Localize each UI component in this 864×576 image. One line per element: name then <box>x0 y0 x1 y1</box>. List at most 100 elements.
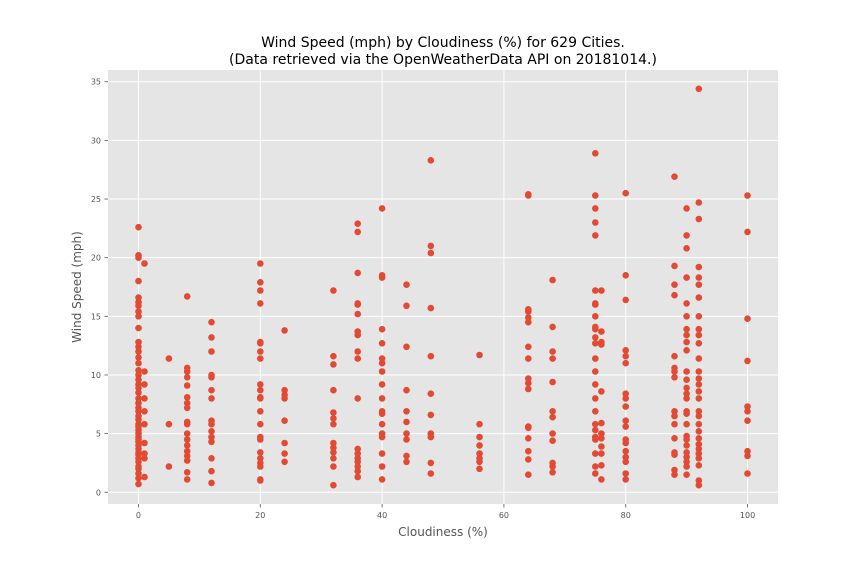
data-point <box>549 323 556 331</box>
data-point <box>695 340 703 347</box>
data-point <box>257 394 264 401</box>
data-point <box>695 325 703 333</box>
data-point <box>427 411 435 419</box>
data-point <box>683 471 690 479</box>
data-point <box>695 281 703 289</box>
data-point <box>165 463 173 470</box>
data-point <box>744 452 751 460</box>
y-tick-label: 15 <box>91 312 101 321</box>
data-point <box>622 417 629 425</box>
data-point <box>671 291 678 299</box>
data-point <box>592 232 599 239</box>
data-point <box>476 420 483 428</box>
data-point <box>183 404 191 412</box>
data-point <box>135 277 142 285</box>
data-point <box>525 385 532 393</box>
data-point <box>427 390 435 398</box>
data-point <box>525 318 532 326</box>
data-point <box>695 450 703 457</box>
data-point <box>598 338 605 346</box>
data-point <box>427 157 435 164</box>
data-point <box>135 252 142 259</box>
data-point <box>695 420 703 428</box>
data-point <box>208 438 215 446</box>
data-point <box>135 389 142 396</box>
data-point <box>622 403 629 410</box>
data-point <box>330 386 337 394</box>
data-point <box>330 415 337 422</box>
data-point <box>695 294 703 301</box>
data-point <box>683 449 690 456</box>
data-point <box>403 418 410 426</box>
data-point <box>141 408 148 415</box>
data-point <box>135 480 142 488</box>
data-point <box>141 455 148 462</box>
data-point <box>671 435 678 442</box>
data-point <box>549 276 556 284</box>
data-point <box>354 269 362 277</box>
x-tick-label: 80 <box>621 511 631 520</box>
data-point <box>378 420 386 428</box>
data-point <box>525 423 532 430</box>
data-point <box>695 412 703 420</box>
data-point <box>744 192 751 199</box>
data-point <box>525 314 532 321</box>
data-point <box>744 403 751 410</box>
data-point <box>598 388 605 395</box>
data-point <box>257 386 264 394</box>
data-point <box>592 470 599 477</box>
data-point <box>183 469 191 476</box>
data-point <box>683 325 690 333</box>
data-point <box>135 470 142 477</box>
data-point <box>183 418 191 426</box>
data-point <box>476 465 483 473</box>
data-point <box>378 408 386 415</box>
data-point <box>427 430 435 437</box>
data-point <box>622 390 629 398</box>
data-point <box>135 338 142 346</box>
data-point <box>683 463 690 470</box>
data-point <box>354 463 362 470</box>
data-point <box>208 479 215 487</box>
data-point <box>378 205 386 212</box>
data-point <box>671 466 678 474</box>
data-point <box>208 428 215 435</box>
data-point <box>695 331 703 339</box>
data-point <box>354 445 362 453</box>
y-tick-label: 20 <box>91 254 101 263</box>
data-point <box>622 347 629 354</box>
data-point <box>135 348 142 355</box>
data-point <box>354 220 362 227</box>
data-point <box>257 455 264 462</box>
y-tick-label: 25 <box>91 195 101 204</box>
data-point <box>476 450 483 457</box>
data-point <box>403 281 410 289</box>
data-point <box>141 381 148 388</box>
data-point <box>141 395 148 402</box>
data-point <box>354 455 362 462</box>
data-point <box>141 420 148 428</box>
data-point <box>354 328 362 335</box>
data-point <box>427 249 435 257</box>
data-point <box>683 313 690 320</box>
data-point <box>592 368 599 375</box>
data-point <box>403 452 410 460</box>
data-point <box>330 287 337 294</box>
data-point <box>622 423 629 430</box>
data-point <box>525 375 532 382</box>
data-point <box>165 420 173 428</box>
data-point <box>671 420 678 428</box>
data-point <box>281 458 288 466</box>
data-point <box>683 395 690 402</box>
data-point <box>622 352 629 360</box>
data-point <box>695 455 703 462</box>
data-point <box>378 368 386 375</box>
data-point <box>403 343 410 351</box>
data-point <box>695 388 703 395</box>
data-point <box>525 456 532 463</box>
data-point <box>354 300 362 307</box>
data-point <box>592 355 599 362</box>
data-point <box>378 355 386 362</box>
data-point <box>257 355 264 362</box>
